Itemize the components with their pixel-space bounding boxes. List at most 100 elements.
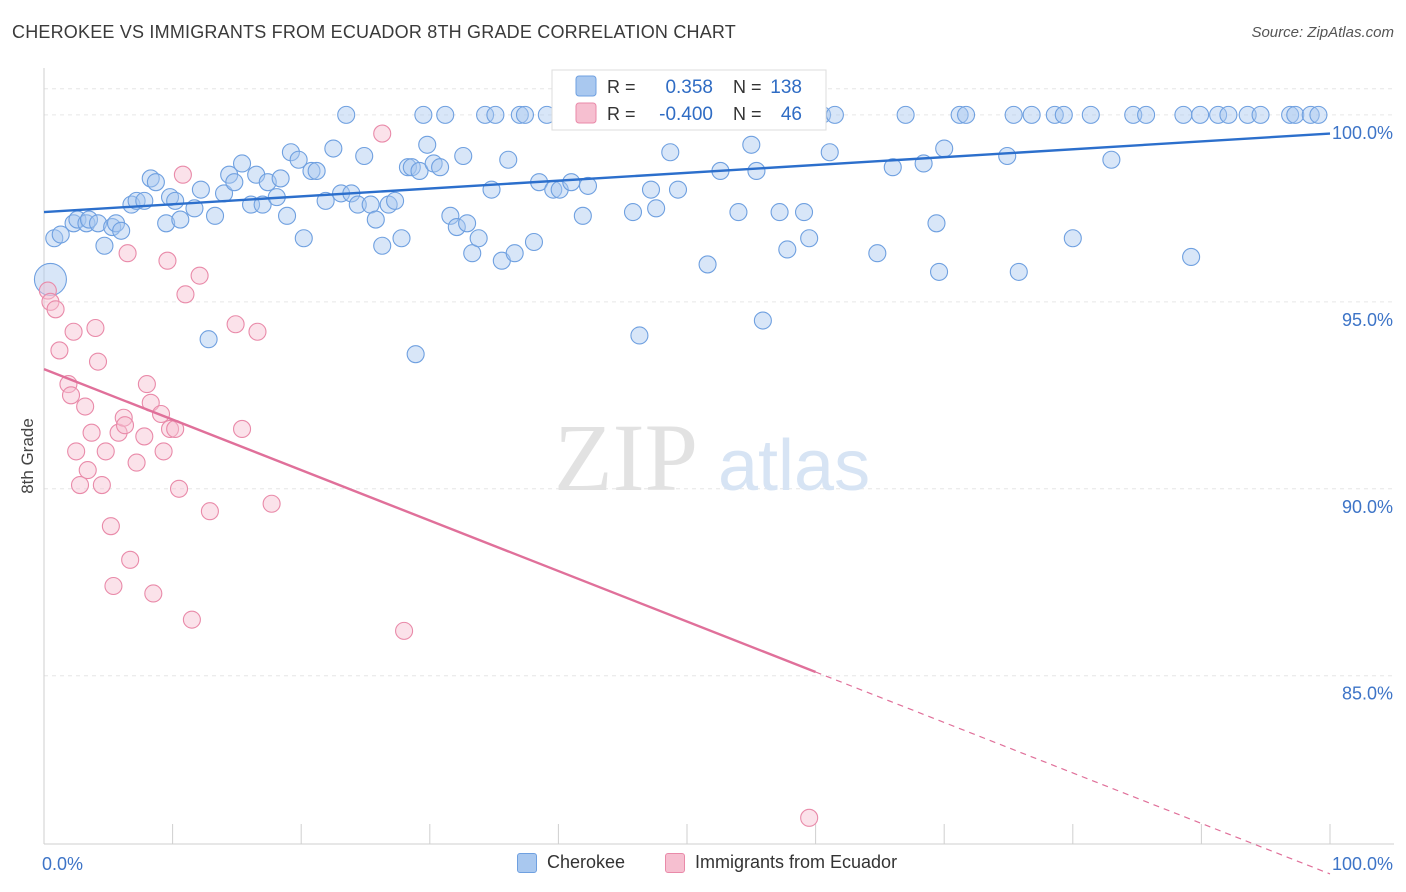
cherokee-point (729, 203, 748, 222)
ecuador-point (64, 322, 83, 341)
cherokee-point (355, 146, 374, 166)
stats-n-value-cherokee: 138 (770, 77, 802, 98)
cherokee-point (157, 214, 176, 233)
cherokee-point (225, 173, 244, 192)
cherokee-point (302, 161, 321, 181)
cherokee-point (1081, 105, 1100, 124)
legend-item-ecuador: Immigrants from Ecuador (665, 852, 897, 873)
ecuador-point (169, 479, 189, 498)
cherokee-point (1182, 247, 1201, 267)
ecuador-point (373, 124, 392, 143)
cherokee-point (770, 203, 789, 222)
cherokee-point (199, 330, 218, 349)
cherokee-point (324, 139, 343, 158)
cherokee-point (348, 195, 367, 214)
cherokee-point (278, 206, 297, 225)
cherokee-point (868, 244, 887, 263)
ecuador-point (800, 808, 819, 827)
cherokee-point (232, 154, 252, 173)
ecuador-point (173, 165, 192, 184)
cherokee-point (630, 326, 649, 345)
cherokee-trend-line (43, 132, 1331, 214)
ecuador-point (61, 386, 81, 405)
cherokee-point (454, 146, 473, 166)
ecuador-point (78, 461, 97, 480)
cherokee-point (1102, 150, 1121, 169)
ecuador-point (50, 341, 69, 360)
cherokee-point (896, 105, 915, 124)
cherokee-point (562, 173, 581, 192)
cherokee-point (935, 139, 954, 158)
cherokee-point (88, 214, 108, 233)
cherokee-point (366, 210, 385, 229)
cherokee-point (1009, 262, 1028, 281)
cherokee-point (476, 105, 495, 124)
ecuador-point (226, 315, 245, 334)
ecuador-point (104, 576, 123, 596)
cherokee-point (1063, 229, 1082, 248)
ecuador-point (248, 322, 267, 341)
cherokee-point (253, 195, 272, 214)
cherokee-point (51, 225, 70, 244)
cherokee-point (1286, 105, 1305, 124)
ecuador-point (182, 610, 201, 629)
cherokee-point (281, 143, 300, 162)
ecuador-point (67, 442, 86, 461)
cherokee-point (1124, 105, 1143, 124)
cherokee-point (171, 210, 190, 229)
cherokee-point (33, 262, 67, 296)
cherokee-point (373, 236, 392, 255)
ecuador-point (127, 453, 146, 472)
cherokee-point (1054, 105, 1073, 124)
x-tick-label-1: 100.0% (1332, 854, 1393, 874)
ecuador-point (176, 285, 195, 304)
cherokee-point (441, 206, 460, 225)
chart-title: CHEROKEE VS IMMIGRANTS FROM ECUADOR 8TH … (12, 22, 737, 42)
cherokee-point (95, 236, 114, 255)
cherokee-point (883, 158, 902, 177)
axes (43, 68, 1394, 845)
cherokee-point (458, 214, 477, 233)
cherokee-point (463, 244, 482, 263)
stats-r-label-cherokee: R = (607, 77, 636, 97)
y-tick-label-2: 90.0% (1342, 497, 1393, 517)
stats-n-label-ecuador: N = (733, 104, 762, 124)
cherokee-point (950, 105, 969, 124)
ecuador-point (115, 416, 135, 435)
cherokee-point (294, 229, 313, 248)
cherokee-point (998, 146, 1017, 166)
cherokee-point (386, 191, 405, 210)
stats-n-label-cherokee: N = (733, 77, 762, 97)
cherokee-point (647, 199, 666, 218)
ecuador-point (232, 419, 252, 439)
cherokee-point (1301, 105, 1320, 124)
cherokee-point (307, 161, 326, 181)
cherokee-point (1219, 105, 1238, 124)
cherokee-point (778, 240, 797, 259)
stats-r-value-cherokee: 0.358 (665, 77, 713, 98)
cherokee-point (406, 345, 425, 364)
ecuador-point (395, 621, 414, 640)
ecuador-point (118, 244, 137, 263)
x-tick-label-0: 0.0% (42, 854, 83, 874)
cherokee-point (337, 105, 356, 124)
cherokee-point (957, 105, 976, 124)
series-ecuador-points (38, 124, 819, 827)
ecuador-point (114, 408, 133, 427)
legend-item-cherokee: Cherokee (517, 852, 625, 873)
legend-label-ecuador: Immigrants from Ecuador (695, 852, 898, 872)
cherokee-point (1174, 105, 1193, 124)
ecuador-point (38, 281, 57, 300)
cherokee-point (753, 311, 772, 330)
cherokee-point (825, 105, 844, 124)
cherokee-point (747, 161, 766, 181)
ecuador-point (137, 375, 156, 394)
cherokee-point (930, 262, 949, 281)
y-axis-label: 8th Grade (18, 418, 37, 494)
cherokee-point (431, 158, 450, 177)
cherokee-point (668, 180, 688, 199)
cherokee-point (271, 169, 290, 188)
y-tick-label-3: 85.0% (1342, 684, 1393, 704)
cherokee-point (1281, 105, 1300, 124)
cherokee-point (641, 180, 661, 199)
